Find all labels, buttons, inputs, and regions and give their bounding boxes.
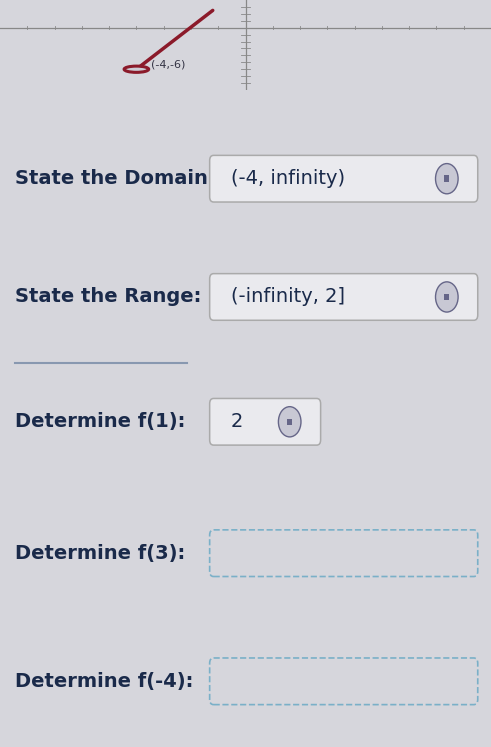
Text: State the Domain:: State the Domain: <box>15 169 216 188</box>
Text: State the Range:: State the Range: <box>15 288 201 306</box>
FancyBboxPatch shape <box>444 176 449 182</box>
Text: (-4,-6): (-4,-6) <box>151 60 186 70</box>
Text: (-infinity, 2]: (-infinity, 2] <box>231 288 345 306</box>
FancyBboxPatch shape <box>444 294 449 300</box>
FancyBboxPatch shape <box>287 418 292 425</box>
FancyBboxPatch shape <box>210 398 321 445</box>
FancyBboxPatch shape <box>210 530 478 577</box>
FancyBboxPatch shape <box>210 273 478 320</box>
FancyBboxPatch shape <box>210 155 478 202</box>
Text: (-4, infinity): (-4, infinity) <box>231 169 345 188</box>
Circle shape <box>436 164 458 193</box>
Circle shape <box>278 406 301 437</box>
Circle shape <box>436 282 458 312</box>
FancyBboxPatch shape <box>210 658 478 704</box>
Circle shape <box>124 66 149 72</box>
Text: 2: 2 <box>231 412 243 431</box>
Text: Determine f(3):: Determine f(3): <box>15 544 185 562</box>
Text: Determine f(1):: Determine f(1): <box>15 412 185 431</box>
Text: Determine f(-4):: Determine f(-4): <box>15 672 193 691</box>
